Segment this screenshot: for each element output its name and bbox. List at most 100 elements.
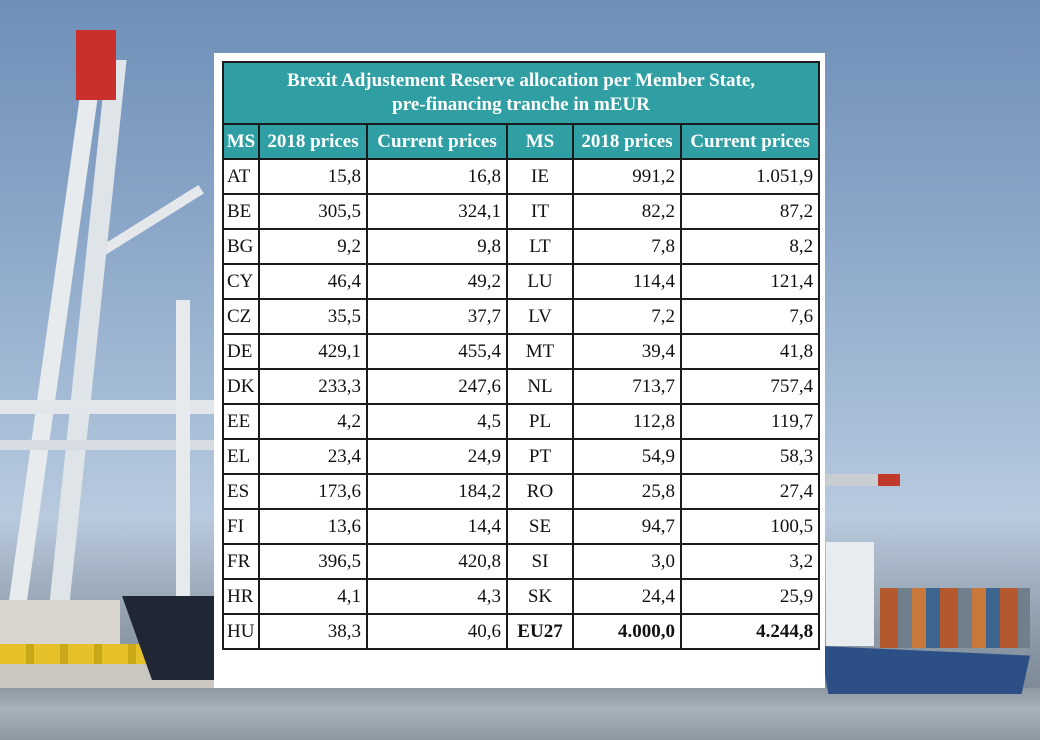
price-current-cell: 119,7 (679, 403, 821, 440)
price-current-cell: 27,4 (679, 473, 821, 510)
price-2018-cell: 429,1 (258, 333, 368, 370)
member-state-cell: LU (506, 263, 574, 300)
price-current-cell: 8,2 (679, 228, 821, 265)
header-row: MS 2018 prices Current prices MS 2018 pr… (222, 123, 821, 160)
column-header: 2018 prices (258, 123, 368, 160)
member-state-cell: DK (222, 368, 260, 405)
price-2018-cell: 23,4 (258, 438, 368, 475)
table-row: DE 429,1 455,4 MT 39,4 41,8 (222, 333, 821, 370)
price-2018-cell: 4,1 (258, 578, 368, 615)
table-row: HR 4,1 4,3 SK 24,4 25,9 (222, 578, 821, 615)
price-2018-cell: 38,3 (258, 613, 368, 650)
price-2018-cell: 4.000,0 (572, 613, 682, 650)
price-2018-cell: 114,4 (572, 263, 682, 300)
member-state-cell: IT (506, 193, 574, 230)
price-current-cell: 184,2 (366, 473, 508, 510)
table-title-line1: Brexit Adjustement Reserve allocation pe… (287, 70, 756, 91)
price-current-cell: 40,6 (366, 613, 508, 650)
member-state-cell: DE (222, 333, 260, 370)
container-stack (880, 588, 1030, 648)
price-2018-cell: 13,6 (258, 508, 368, 545)
column-header: MS (506, 123, 574, 160)
price-2018-cell: 24,4 (572, 578, 682, 615)
member-state-cell: IE (506, 158, 574, 195)
price-2018-cell: 25,8 (572, 473, 682, 510)
table-row: CZ 35,5 37,7 LV 7,2 7,6 (222, 298, 821, 335)
member-state-cell: ES (222, 473, 260, 510)
member-state-cell: PL (506, 403, 574, 440)
price-current-cell: 121,4 (679, 263, 821, 300)
table-title-line2: pre-financing tranche in mEUR (392, 94, 650, 115)
price-2018-cell: 35,5 (258, 298, 368, 335)
price-current-cell: 14,4 (366, 508, 508, 545)
price-current-cell: 37,7 (366, 298, 508, 335)
price-current-cell: 1.051,9 (679, 158, 821, 195)
price-2018-cell: 305,5 (258, 193, 368, 230)
water (0, 688, 1040, 740)
column-header: 2018 prices (572, 123, 682, 160)
member-state-cell: EE (222, 403, 260, 440)
price-current-cell: 4,3 (366, 578, 508, 615)
price-current-cell: 41,8 (679, 333, 821, 370)
member-state-cell: AT (222, 158, 260, 195)
price-2018-cell: 112,8 (572, 403, 682, 440)
member-state-cell: BG (222, 228, 260, 265)
table-row: EL 23,4 24,9 PT 54,9 58,3 (222, 438, 821, 475)
table-body: AT 15,8 16,8 IE 991,2 1.051,9 BE 305,5 324,1 IT 82… (222, 158, 821, 650)
table-title: Brexit Adjustement Reserve allocation pe… (221, 61, 821, 125)
table-row: DK 233,3 247,6 NL 713,7 757,4 (222, 368, 821, 405)
price-current-cell: 247,6 (366, 368, 508, 405)
member-state-cell: HU (222, 613, 260, 650)
member-state-cell: HR (222, 578, 260, 615)
price-2018-cell: 9,2 (258, 228, 368, 265)
price-current-cell: 25,9 (679, 578, 821, 615)
price-2018-cell: 173,6 (258, 473, 368, 510)
price-current-cell: 87,2 (679, 193, 821, 230)
table-panel: Brexit Adjustement Reserve allocation pe… (214, 53, 825, 688)
member-state-cell: PT (506, 438, 574, 475)
table-row: BE 305,5 324,1 IT 82,2 87,2 (222, 193, 821, 230)
crane-arm (826, 474, 900, 486)
member-state-cell: CY (222, 263, 260, 300)
price-current-cell: 100,5 (679, 508, 821, 545)
price-2018-cell: 396,5 (258, 543, 368, 580)
table-row: CY 46,4 49,2 LU 114,4 121,4 (222, 263, 821, 300)
price-current-cell: 420,8 (366, 543, 508, 580)
price-2018-cell: 713,7 (572, 368, 682, 405)
member-state-cell: FI (222, 508, 260, 545)
table-row: HU 38,3 40,6 EU27 4.000,0 4.244,8 (222, 613, 821, 650)
price-current-cell: 4,5 (366, 403, 508, 440)
price-current-cell: 4.244,8 (679, 613, 821, 650)
price-2018-cell: 7,8 (572, 228, 682, 265)
quay-machinery (0, 644, 150, 664)
price-2018-cell: 82,2 (572, 193, 682, 230)
price-2018-cell: 15,8 (258, 158, 368, 195)
price-current-cell: 58,3 (679, 438, 821, 475)
crane-top (76, 30, 116, 100)
price-current-cell: 24,9 (366, 438, 508, 475)
price-current-cell: 7,6 (679, 298, 821, 335)
member-state-cell: LV (506, 298, 574, 335)
price-current-cell: 49,2 (366, 263, 508, 300)
table-row: BG 9,2 9,8 LT 7,8 8,2 (222, 228, 821, 265)
member-state-cell: LT (506, 228, 574, 265)
member-state-cell: RO (506, 473, 574, 510)
ship-superstructure (826, 542, 874, 646)
price-2018-cell: 233,3 (258, 368, 368, 405)
member-state-cell: BE (222, 193, 260, 230)
price-2018-cell: 3,0 (572, 543, 682, 580)
ship-hull (820, 646, 1030, 694)
price-current-cell: 16,8 (366, 158, 508, 195)
quay-building (0, 600, 120, 646)
table-row: AT 15,8 16,8 IE 991,2 1.051,9 (222, 158, 821, 195)
member-state-cell: SK (506, 578, 574, 615)
price-2018-cell: 4,2 (258, 403, 368, 440)
crane-leg (176, 300, 190, 600)
column-header: MS (222, 123, 260, 160)
price-2018-cell: 39,4 (572, 333, 682, 370)
member-state-cell: FR (222, 543, 260, 580)
price-current-cell: 3,2 (679, 543, 821, 580)
member-state-cell: SI (506, 543, 574, 580)
price-2018-cell: 94,7 (572, 508, 682, 545)
